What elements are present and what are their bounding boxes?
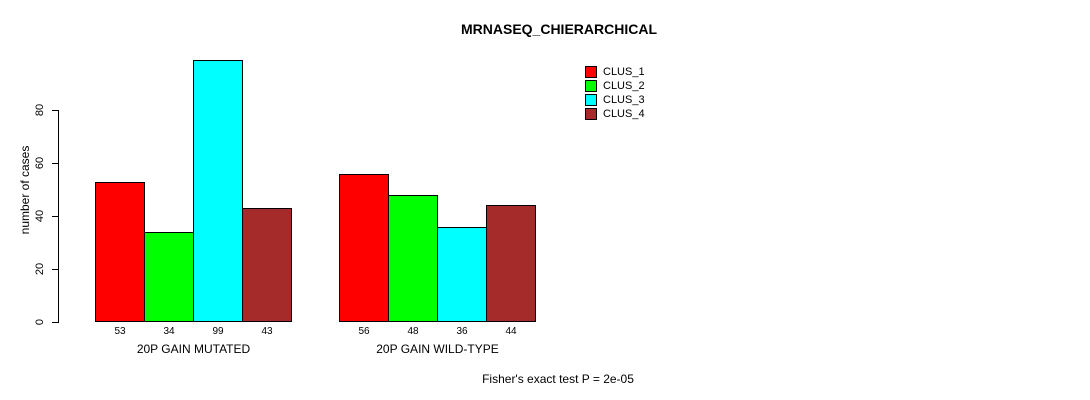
legend-swatch	[585, 66, 597, 78]
bar-clus_3-group1	[193, 60, 243, 322]
bar-value-label: 99	[212, 326, 224, 337]
bar-clus_4-group2	[486, 205, 536, 322]
legend-item-label: CLUS_1	[603, 66, 645, 78]
bar-value-label: 44	[505, 326, 517, 337]
legend-item: CLUS_1	[585, 65, 645, 79]
legend-item-label: CLUS_4	[603, 108, 645, 120]
legend-swatch	[585, 80, 597, 92]
legend-item: CLUS_2	[585, 79, 645, 93]
category-label: 20P GAIN WILD-TYPE	[376, 342, 499, 356]
category-label: 20P GAIN MUTATED	[136, 342, 251, 356]
legend-item: CLUS_3	[585, 93, 645, 107]
bar-value-label: 36	[456, 326, 468, 337]
legend-item: CLUS_4	[585, 107, 645, 121]
bar-value-label: 56	[358, 326, 370, 337]
legend-swatch	[585, 94, 597, 106]
bar-clus_4-group1	[242, 208, 292, 322]
bar-value-label: 34	[163, 326, 175, 337]
bar-value-label: 48	[407, 326, 419, 337]
y-tick	[52, 216, 59, 217]
legend-swatch	[585, 108, 597, 120]
bar-clus_1-group1	[95, 182, 145, 322]
y-tick	[52, 269, 59, 270]
bar-value-label: 43	[261, 326, 273, 337]
y-tick	[52, 163, 59, 164]
legend-item-label: CLUS_2	[603, 80, 645, 92]
y-tick	[52, 110, 59, 111]
legend: CLUS_1 CLUS_2 CLUS_3 CLUS_4	[585, 65, 645, 121]
legend-item-label: CLUS_3	[603, 94, 645, 106]
chart-title: MRNASEQ_CHIERARCHICAL	[460, 21, 658, 37]
bar-value-label: 53	[114, 326, 126, 337]
bar-clus_1-group2	[339, 174, 389, 322]
y-tick	[52, 322, 59, 323]
annotation-text: Fisher's exact test P = 2e-05	[482, 372, 634, 386]
